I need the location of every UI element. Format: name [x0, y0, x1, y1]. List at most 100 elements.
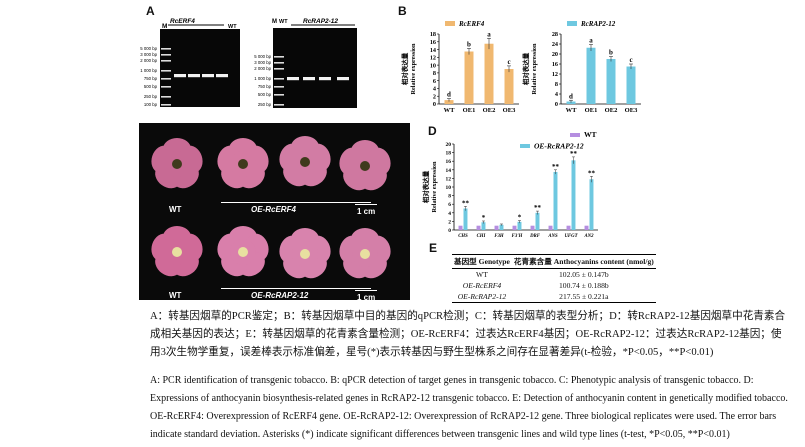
chart-d-gene-expression: 相对表达量 Relative expression 0 2 4 6 8 10 12 14 16 18 2…	[421, 130, 598, 239]
y-tick-label: 12	[552, 71, 558, 78]
panel-label-d: D	[428, 124, 437, 138]
bar-oe	[553, 171, 558, 230]
ylabel-cn: 相对表达量	[400, 52, 409, 85]
bar-oe	[517, 221, 522, 230]
y-tick-label: 8	[555, 81, 558, 88]
legend-label: RcRAP2-12	[580, 20, 616, 28]
y-tick-label: 16	[446, 159, 452, 165]
y-tick-label: 0	[555, 101, 558, 108]
tobacco-flower	[217, 138, 269, 189]
sample-band	[303, 77, 315, 81]
table-cell: WT	[476, 270, 488, 279]
significance-mark: **	[462, 199, 470, 207]
marker-band	[161, 86, 171, 88]
significance-letter: b	[609, 49, 613, 57]
bar-oe	[589, 179, 594, 230]
tobacco-flower	[339, 228, 391, 279]
sample-band	[174, 74, 186, 78]
ylabel-en: Relative expression	[531, 43, 538, 94]
marker-band	[161, 48, 171, 50]
gel-left-marker: M	[162, 23, 167, 30]
panel-label-e: E	[429, 241, 438, 255]
marker-band	[161, 104, 171, 106]
bar-oe	[463, 208, 468, 230]
bar	[484, 43, 494, 104]
x-tick-label: WT	[566, 107, 578, 114]
x-tick-label: OE1	[585, 107, 598, 114]
significance-letter: c	[629, 56, 632, 64]
significance-mark: **	[534, 204, 542, 212]
y-tick-label: 0	[448, 228, 451, 234]
ladder-label: 3 000 bp	[140, 52, 157, 57]
bar	[586, 47, 596, 104]
marker-band	[274, 86, 284, 88]
bar-wt	[512, 225, 517, 230]
sample-band	[337, 77, 349, 81]
photo-bracket-bottom	[221, 288, 371, 289]
y-tick-label: 14	[446, 168, 452, 174]
sample-band	[188, 74, 200, 78]
significance-letter: d	[569, 92, 573, 100]
y-tick-label: 2	[448, 219, 451, 225]
ladder-label: 750 bp	[258, 84, 272, 89]
bar-wt	[494, 225, 499, 230]
y-tick-label: 18	[446, 151, 452, 157]
ylabel-cn: 相对表达量	[521, 52, 530, 85]
tobacco-flower	[151, 226, 203, 277]
ladder-label: 2 000 bp	[254, 66, 271, 71]
y-tick-label: 6	[433, 78, 436, 85]
ylabel-en: Relative expression	[410, 43, 417, 94]
y-tick-label: 8	[448, 194, 451, 200]
y-tick-label: 24	[552, 41, 558, 48]
legend-swatch	[567, 21, 577, 26]
y-tick-label: 10	[446, 185, 452, 191]
x-tick-label: OE1	[463, 107, 476, 114]
photo-bracket-top	[221, 202, 371, 203]
bar	[504, 69, 514, 104]
bar	[606, 59, 616, 104]
table-row: OE-RcERF4 100.74 ± 0.188b	[452, 280, 656, 291]
marker-band	[274, 104, 284, 106]
tobacco-flower	[151, 138, 203, 189]
marker-band	[161, 60, 171, 62]
gel-right-marker: M	[272, 19, 277, 25]
significance-mark: *	[482, 214, 486, 222]
gel-right-image	[273, 28, 357, 108]
y-tick-label: 12	[446, 176, 452, 182]
chart-b-rcrap2-12: 相对表达量 Relative expression 0 4 8 12 16 20 24 28 d WT…	[521, 20, 641, 114]
table-cell: 102.05 ± 0.147b	[558, 270, 609, 279]
ladder-label: 100 bp	[144, 102, 158, 107]
y-tick-label: 2	[433, 93, 436, 100]
panel-label-b: B	[398, 4, 407, 18]
ladder-label: 3 000 bp	[254, 60, 271, 65]
y-tick-label: 4	[555, 91, 558, 98]
tobacco-flower	[279, 136, 331, 187]
table-cell: 217.55 ± 0.221a	[511, 291, 656, 303]
x-tick-label: OE2	[605, 107, 618, 114]
marker-band	[161, 54, 171, 56]
marker-band	[161, 96, 171, 98]
y-tick-label: 6	[448, 202, 451, 208]
table-header-content: 花青素含量 Anthocyanins content (nmol/g)	[511, 254, 656, 269]
bar-oe	[571, 160, 576, 230]
photo-scalebar-top	[355, 204, 377, 205]
ladder-label: 5 000 bp	[254, 54, 271, 59]
ylabel-en: Relative expression	[431, 161, 438, 212]
ladder-label: 250 bp	[144, 94, 158, 99]
gel-left-image	[160, 29, 240, 107]
y-tick-label: 12	[430, 55, 436, 62]
caption-english: A: PCR identification of transgenic toba…	[150, 375, 788, 440]
y-tick-label: 0	[433, 101, 436, 108]
gel-right: M WT RcRAP2-12 5 000 bp3 000 bp2 000 bp 1…	[254, 18, 357, 108]
x-tick-label: CHI	[477, 234, 486, 239]
bar-wt	[530, 225, 535, 230]
caption-chinese: A：转基因烟草的PCR鉴定；B：转基因烟草中目的基因的qPCR检测；C：转基因烟…	[150, 311, 786, 358]
panel-label-a: A	[146, 4, 155, 18]
significance-mark: **	[552, 163, 560, 171]
table-cell: OE-RcRAP2-12	[452, 291, 512, 303]
x-tick-label: CHS	[458, 234, 468, 239]
x-tick-label: F3'H	[512, 234, 523, 239]
ladder-label: 250 bp	[258, 102, 272, 107]
legend-swatch-wt	[570, 133, 580, 137]
significance-letter: d	[447, 91, 451, 99]
